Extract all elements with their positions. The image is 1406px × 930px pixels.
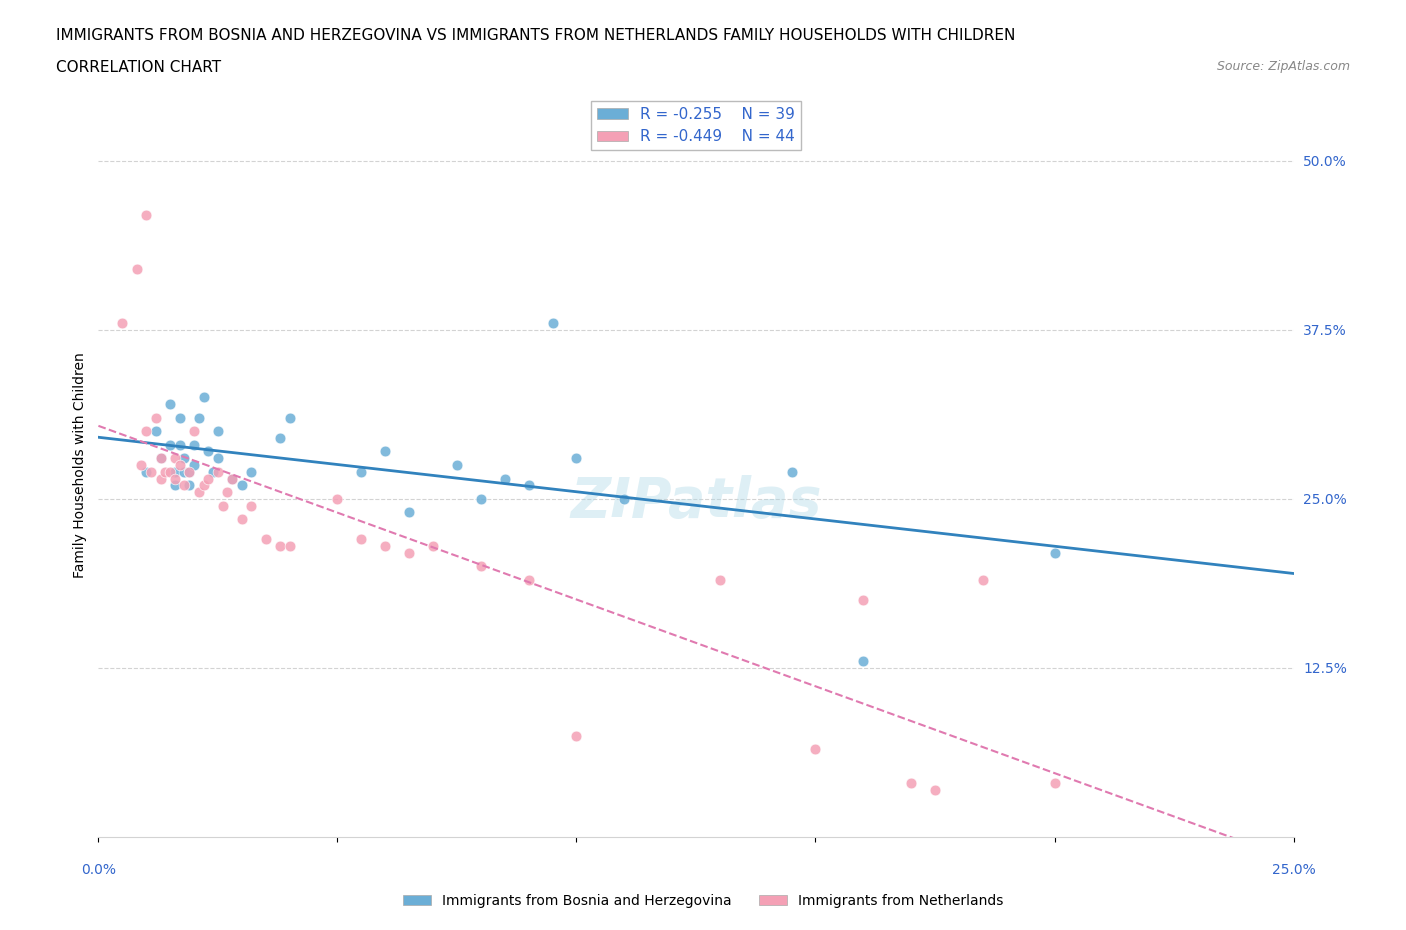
Text: Source: ZipAtlas.com: Source: ZipAtlas.com bbox=[1216, 60, 1350, 73]
Point bbox=[149, 451, 172, 466]
Point bbox=[972, 573, 994, 588]
Point bbox=[221, 472, 243, 486]
Point bbox=[231, 478, 253, 493]
Text: CORRELATION CHART: CORRELATION CHART bbox=[56, 60, 221, 75]
Text: IMMIGRANTS FROM BOSNIA AND HERZEGOVINA VS IMMIGRANTS FROM NETHERLANDS FAMILY HOU: IMMIGRANTS FROM BOSNIA AND HERZEGOVINA V… bbox=[56, 28, 1015, 43]
Point bbox=[613, 491, 636, 506]
Text: 25.0%: 25.0% bbox=[1271, 863, 1316, 877]
Point bbox=[221, 472, 243, 486]
Point bbox=[350, 464, 373, 479]
Point bbox=[149, 451, 172, 466]
Point bbox=[193, 478, 215, 493]
Text: 0.0%: 0.0% bbox=[82, 863, 115, 877]
Point bbox=[470, 559, 492, 574]
Point bbox=[254, 532, 277, 547]
Point bbox=[159, 397, 181, 412]
Point bbox=[125, 261, 148, 276]
Point bbox=[183, 458, 205, 472]
Point bbox=[900, 776, 922, 790]
Point bbox=[398, 546, 420, 561]
Point bbox=[163, 472, 186, 486]
Point bbox=[217, 485, 239, 499]
Point bbox=[780, 464, 803, 479]
Point bbox=[173, 464, 195, 479]
Legend: Immigrants from Bosnia and Herzegovina, Immigrants from Netherlands: Immigrants from Bosnia and Herzegovina, … bbox=[396, 889, 1010, 914]
Point bbox=[169, 437, 191, 452]
Point bbox=[374, 444, 396, 458]
Point bbox=[179, 464, 201, 479]
Point bbox=[135, 207, 157, 222]
Point bbox=[565, 728, 588, 743]
Point bbox=[240, 464, 263, 479]
Point bbox=[517, 573, 540, 588]
Point bbox=[145, 410, 167, 425]
Point bbox=[202, 464, 225, 479]
Legend: R = -0.255    N = 39, R = -0.449    N = 44: R = -0.255 N = 39, R = -0.449 N = 44 bbox=[591, 100, 801, 151]
Point bbox=[163, 464, 186, 479]
Point bbox=[159, 437, 181, 452]
Point bbox=[197, 472, 219, 486]
Text: ZIPatlas: ZIPatlas bbox=[571, 475, 821, 529]
Point bbox=[374, 538, 396, 553]
Point bbox=[207, 424, 229, 439]
Point bbox=[852, 592, 875, 607]
Point bbox=[163, 478, 186, 493]
Point bbox=[1043, 776, 1066, 790]
Point bbox=[187, 410, 209, 425]
Point bbox=[494, 472, 516, 486]
Point bbox=[183, 424, 205, 439]
Point bbox=[179, 478, 201, 493]
Point bbox=[163, 451, 186, 466]
Point bbox=[207, 464, 229, 479]
Point bbox=[278, 538, 301, 553]
Point bbox=[517, 478, 540, 493]
Point bbox=[169, 410, 191, 425]
Point bbox=[804, 741, 827, 756]
Y-axis label: Family Households with Children: Family Households with Children bbox=[73, 352, 87, 578]
Point bbox=[326, 491, 349, 506]
Point bbox=[193, 390, 215, 405]
Point bbox=[470, 491, 492, 506]
Point bbox=[211, 498, 233, 513]
Point bbox=[565, 451, 588, 466]
Point bbox=[278, 410, 301, 425]
Point bbox=[149, 472, 172, 486]
Point bbox=[159, 464, 181, 479]
Point bbox=[139, 464, 162, 479]
Point bbox=[924, 782, 946, 797]
Point bbox=[179, 464, 201, 479]
Point bbox=[269, 538, 291, 553]
Point bbox=[187, 485, 209, 499]
Point bbox=[852, 654, 875, 669]
Point bbox=[135, 464, 157, 479]
Point bbox=[197, 444, 219, 458]
Point bbox=[169, 458, 191, 472]
Point bbox=[398, 505, 420, 520]
Point bbox=[1043, 546, 1066, 561]
Point bbox=[207, 451, 229, 466]
Point bbox=[111, 315, 134, 330]
Point bbox=[350, 532, 373, 547]
Point bbox=[155, 464, 177, 479]
Point bbox=[231, 512, 253, 526]
Point bbox=[173, 451, 195, 466]
Point bbox=[145, 424, 167, 439]
Point bbox=[709, 573, 731, 588]
Point bbox=[269, 431, 291, 445]
Point bbox=[446, 458, 468, 472]
Point bbox=[183, 437, 205, 452]
Point bbox=[422, 538, 444, 553]
Point bbox=[240, 498, 263, 513]
Point bbox=[541, 315, 564, 330]
Point bbox=[135, 424, 157, 439]
Point bbox=[173, 478, 195, 493]
Point bbox=[131, 458, 153, 472]
